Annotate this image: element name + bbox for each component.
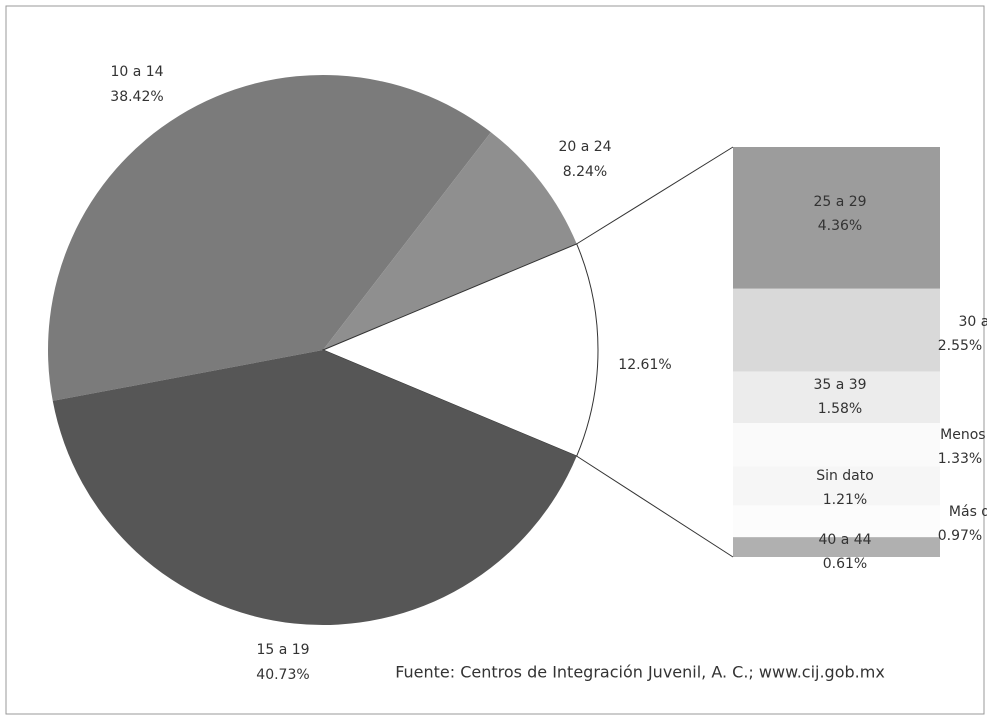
bar-segment [733,505,940,538]
bar-value: 0.61% [823,556,867,572]
slice-label: 10 a 14 [110,64,163,80]
pie-slice [48,74,491,401]
source: Fuente: Centros de Integración Juvenil, … [395,663,885,682]
bar-label: 40 a 44 [818,532,871,548]
slice-label: 20 a 24 [558,139,611,155]
bar-value: 1.21% [823,492,867,508]
bar-segment [733,371,940,424]
bar-segment [733,147,940,289]
bar-label: Más de 44 [949,504,987,520]
bar-label: 35 a 39 [813,377,866,393]
bar-value: 0.97% [938,528,982,544]
connector [576,455,734,558]
bar-label: Menos de 10 [940,427,987,443]
pie-slice [52,350,577,625]
bar-segment [733,537,940,557]
bar-label: Sin dato [816,468,874,484]
slice-value: 40.73% [256,667,309,683]
pie-slice [321,243,599,457]
pie-slice [323,132,577,350]
bar-label: 30 a 34 [958,314,987,330]
bar-value: 1.58% [818,401,862,417]
bar-segment [733,466,940,506]
bar-value: 1.33% [938,451,982,467]
slice-label: 15 a 19 [256,642,309,658]
slice-value: 38.42% [110,89,163,105]
bar-value: 4.36% [818,218,862,234]
bar-segment [733,288,940,372]
connector [576,146,734,245]
slice-value: 12.61% [618,357,671,373]
bar-value: 2.55% [938,338,982,354]
slice-value: 8.24% [563,164,607,180]
bar-segment [733,423,940,467]
bar-label: 25 a 29 [813,194,866,210]
